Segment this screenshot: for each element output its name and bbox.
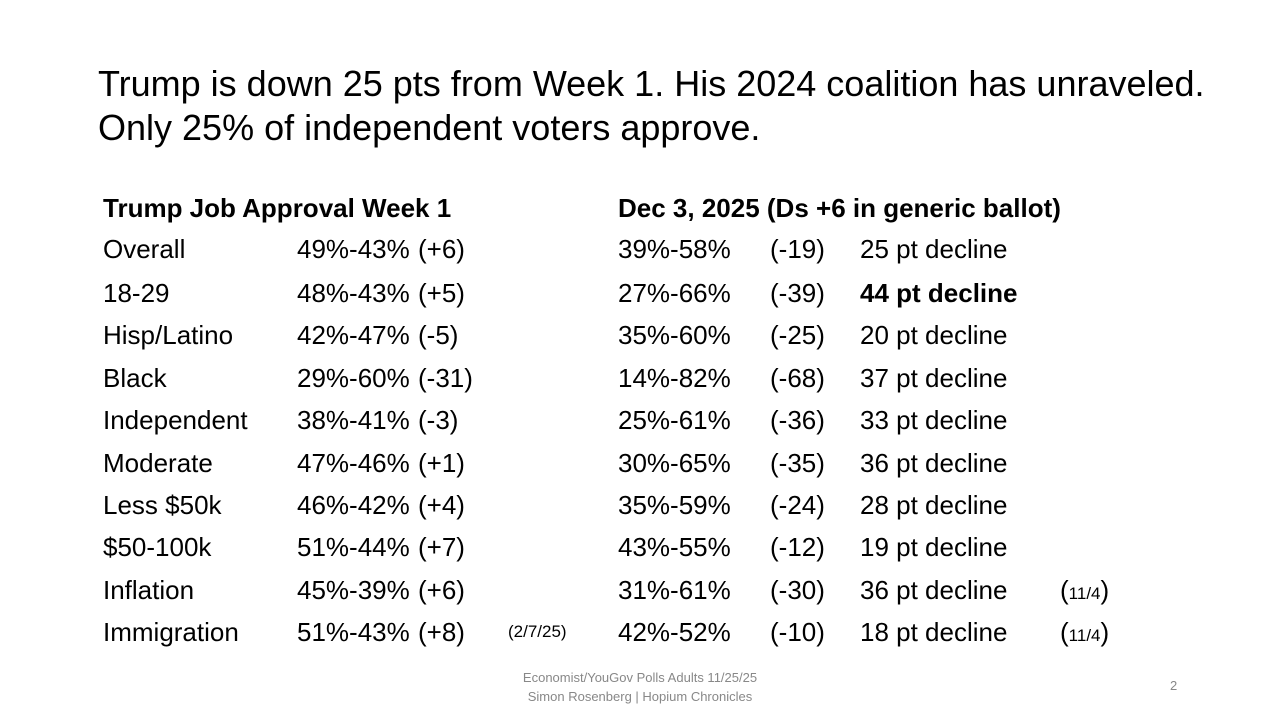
- cell-decd: (-12): [770, 532, 825, 562]
- cell-w1: 42%-47%: [297, 320, 410, 350]
- cell-label: Black: [103, 363, 167, 393]
- cell-w1: 49%-43%: [297, 234, 410, 264]
- table-row: Less $50k 46%-42% (+4) 35%-59% (-24) 28 pt de…: [0, 485, 1280, 525]
- table-header: Trump Job Approval Week 1 Dec 3, 2025 (D…: [0, 188, 1280, 228]
- table-row: Moderate 47%-46% (+1) 30%-65% (-35) 36 pt dec…: [0, 443, 1280, 483]
- cell-w1d: (+5): [418, 278, 465, 308]
- cell-dec: 25%-61%: [618, 405, 731, 435]
- cell-label: Moderate: [103, 448, 213, 478]
- cell-w1: 48%-43%: [297, 278, 410, 308]
- header-dec3: Dec 3, 2025 (Ds +6 in generic ballot): [618, 193, 1061, 223]
- cell-dec: 42%-52%: [618, 617, 731, 647]
- cell-w1d: (-5): [418, 320, 459, 350]
- cell-decl: 36 pt decline: [860, 448, 1008, 478]
- cell-dec: 27%-66%: [618, 278, 731, 308]
- cell-w1: 51%-44%: [297, 532, 410, 562]
- cell-decl: 44 pt decline: [860, 278, 1018, 308]
- cell-label: 18-29: [103, 278, 170, 308]
- decl-note-date: 11/4: [1068, 626, 1101, 645]
- cell-w1d: (+6): [418, 234, 465, 264]
- cell-decd: (-10): [770, 617, 825, 647]
- table-row: $50-100k 51%-44% (+7) 43%-55% (-12) 19 pt dec…: [0, 527, 1280, 567]
- cell-w1d: (+7): [418, 532, 465, 562]
- footer-line-1: Economist/YouGov Polls Adults 11/25/25: [522, 670, 758, 685]
- cell-decd: (-19): [770, 234, 825, 264]
- cell-dec: 35%-60%: [618, 320, 731, 350]
- cell-label: Less $50k: [103, 490, 222, 520]
- cell-w1d: (+6): [418, 575, 465, 605]
- cell-w1d: (+1): [418, 448, 465, 478]
- cell-label: Independent: [103, 405, 248, 435]
- header-week1: Trump Job Approval Week 1: [103, 193, 452, 223]
- cell-w1: 29%-60%: [297, 363, 410, 393]
- cell-decl: 20 pt decline: [860, 320, 1008, 350]
- cell-label: Inflation: [103, 575, 195, 605]
- table-row: 18-29 48%-43% (+5) 27%-66% (-39) 44 pt declin…: [0, 273, 1280, 313]
- page-number: 2: [1170, 678, 1178, 693]
- table-row: Inflation 45%-39% (+6) 31%-61% (-30) 36 pt de…: [0, 570, 1280, 610]
- table-row: Overall 49%-43% (+6) 39%-58% (-19) 25 pt decl…: [0, 229, 1280, 269]
- cell-decd: (-25): [770, 320, 825, 350]
- cell-dec: 43%-55%: [618, 532, 731, 562]
- cell-dec: 35%-59%: [618, 490, 731, 520]
- cell-decl: 33 pt decline: [860, 405, 1008, 435]
- cell-note: (2/7/25): [508, 622, 567, 641]
- cell-decd: (-24): [770, 490, 825, 520]
- cell-w1: 45%-39%: [297, 575, 410, 605]
- slide-title: Trump is down 25 pts from Week 1. His 20…: [98, 63, 1205, 148]
- table-row: Black 29%-60% (-31) 14%-82% (-68) 37 pt decli…: [0, 358, 1280, 398]
- cell-label: Immigration: [103, 617, 239, 647]
- cell-decl: 25 pt decline: [860, 234, 1008, 264]
- footer-line-2: Simon Rosenberg | Hopium Chronicles: [527, 689, 753, 704]
- cell-decl: 36 pt decline: [860, 575, 1008, 605]
- cell-w1: 46%-42%: [297, 490, 410, 520]
- cell-dec: 31%-61%: [618, 575, 731, 605]
- cell-decd: (-68): [770, 363, 825, 393]
- cell-label: Hisp/Latino: [103, 320, 234, 350]
- table-row: Hisp/Latino 42%-47% (-5) 35%-60% (-25) 20 pt …: [0, 315, 1280, 355]
- cell-decl-note: (11/4): [1060, 575, 1110, 605]
- cell-dec: 30%-65%: [618, 448, 731, 478]
- footer-source: Economist/YouGov Polls Adults 11/25/25 S…: [440, 668, 840, 706]
- cell-decd: (-35): [770, 448, 825, 478]
- cell-dec: 39%-58%: [618, 234, 731, 264]
- table-row: Independent 38%-41% (-3) 25%-61% (-36) 33 pt …: [0, 400, 1280, 440]
- cell-decl: 18 pt decline: [860, 617, 1008, 647]
- cell-dec: 14%-82%: [618, 363, 731, 393]
- cell-w1: 47%-46%: [297, 448, 410, 478]
- cell-decl: 28 pt decline: [860, 490, 1008, 520]
- cell-w1d: (-31): [418, 363, 473, 393]
- cell-label: Overall: [103, 234, 186, 264]
- cell-decl: 19 pt decline: [860, 532, 1008, 562]
- cell-decl: 37 pt decline: [860, 363, 1008, 393]
- table-row: Immigration 51%-43% (+8) (2/7/25) 42%-52% (-1…: [0, 612, 1280, 652]
- cell-decd: (-30): [770, 575, 825, 605]
- cell-decl-note: (11/4): [1060, 617, 1110, 647]
- cell-w1d: (-3): [418, 405, 459, 435]
- cell-w1d: (+8): [418, 617, 465, 647]
- cell-w1: 38%-41%: [297, 405, 410, 435]
- decl-note-date: 11/4: [1068, 584, 1101, 603]
- cell-label: $50-100k: [103, 532, 212, 562]
- cell-w1: 51%-43%: [297, 617, 410, 647]
- cell-decd: (-39): [770, 278, 825, 308]
- cell-w1d: (+4): [418, 490, 465, 520]
- cell-decd: (-36): [770, 405, 825, 435]
